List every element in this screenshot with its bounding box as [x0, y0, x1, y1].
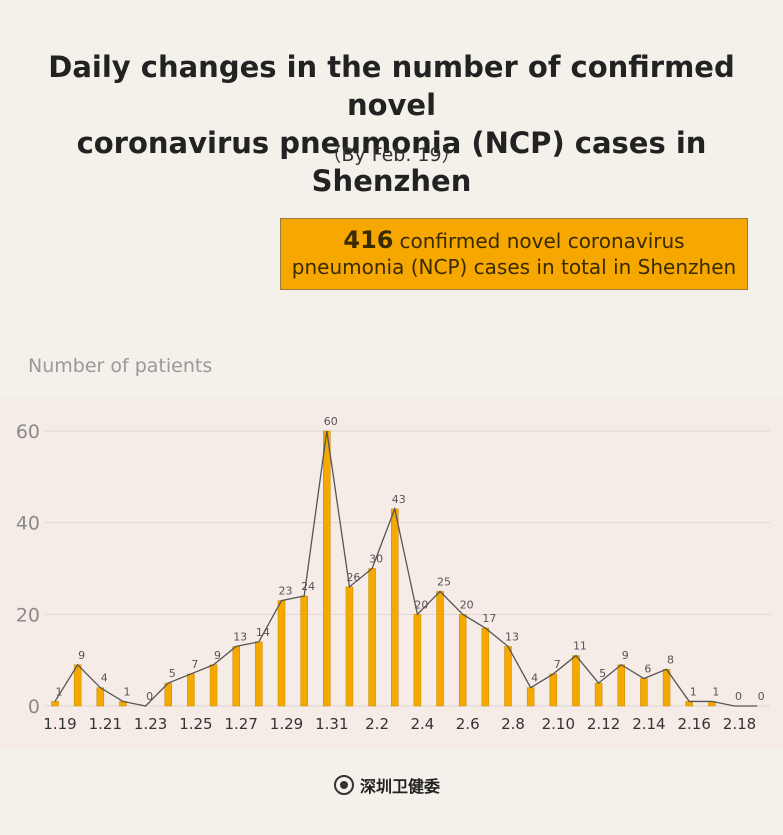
total-cases-callout: 416 confirmed novel coronavirus pneumonia… [280, 218, 748, 290]
data-label: 17 [482, 612, 496, 625]
bar [436, 591, 444, 707]
y-axis-label: Number of patients [28, 355, 213, 377]
data-label: 14 [256, 626, 270, 639]
data-label: 0 [735, 690, 742, 703]
chart-title: Daily changes in the number of confirmed… [0, 48, 783, 200]
bar [277, 600, 286, 707]
data-label: 26 [346, 571, 360, 584]
title-line-1: Daily changes in the number of confirmed… [48, 50, 735, 122]
bar [549, 673, 558, 707]
bar [572, 655, 580, 707]
x-tick-label: 2.14 [632, 715, 665, 733]
data-label: 23 [279, 585, 293, 598]
title-line-2: coronavirus pneumonia (NCP) cases in She… [76, 126, 707, 198]
bar [617, 664, 625, 707]
footer-org-name: 深圳卫健委 [360, 777, 441, 796]
data-label: 60 [324, 415, 338, 428]
data-label: 9 [214, 649, 221, 662]
trend-line [54, 430, 758, 707]
y-tick-label: 40 [16, 513, 40, 535]
bar [209, 664, 218, 707]
bar [640, 678, 648, 707]
data-label: 43 [392, 493, 406, 506]
bar [232, 646, 240, 707]
x-tick-label: 2.4 [410, 715, 434, 733]
data-label: 7 [191, 658, 198, 671]
bar [481, 627, 490, 707]
x-tick-label: 2.6 [456, 715, 480, 733]
data-label: 1 [123, 685, 130, 698]
bar [594, 682, 603, 707]
bar [685, 701, 693, 707]
x-tick-label: 1.25 [179, 715, 212, 733]
x-tick-label: 1.21 [89, 715, 122, 733]
y-tick-label: 20 [16, 604, 40, 626]
data-label: 5 [599, 667, 606, 680]
data-label: 13 [505, 630, 519, 643]
data-label: 4 [101, 672, 108, 685]
x-tick-label: 1.27 [224, 715, 257, 733]
x-tick-label: 2.16 [677, 715, 710, 733]
data-label: 11 [573, 640, 587, 653]
data-label: 0 [758, 690, 765, 703]
data-label: 8 [667, 653, 674, 666]
data-label: 1 [56, 685, 63, 698]
bar [458, 614, 467, 707]
x-tick-label: 2.18 [723, 715, 756, 733]
bar [164, 682, 172, 707]
bar [662, 669, 671, 707]
data-label: 5 [169, 667, 176, 680]
data-label: 9 [78, 649, 85, 662]
bar [368, 568, 376, 707]
data-label: 1 [712, 685, 719, 698]
total-cases-number: 416 [343, 226, 394, 254]
data-label: 9 [622, 649, 629, 662]
x-tick-label: 2.12 [587, 715, 620, 733]
data-label: 24 [301, 580, 315, 593]
data-label: 30 [369, 553, 383, 566]
data-label: 7 [554, 658, 561, 671]
health-commission-logo-icon [334, 775, 354, 795]
bar [345, 586, 354, 707]
chart-subtitle: （By Feb. 19） [322, 144, 461, 166]
data-label: 20 [414, 598, 428, 611]
callout-text-line-2: pneumonia (NCP) cases in total in Shenzh… [291, 255, 737, 279]
x-tick-label: 1.23 [134, 715, 167, 733]
bar [96, 687, 105, 707]
bar [300, 595, 308, 707]
bar [413, 614, 422, 707]
y-tick-label: 60 [16, 421, 40, 443]
data-label: 20 [460, 598, 474, 611]
data-label: 13 [233, 630, 247, 643]
data-label: 0 [146, 690, 153, 703]
bar [391, 508, 399, 707]
data-label: 4 [531, 672, 538, 685]
x-tick-label: 1.19 [43, 715, 76, 733]
data-label: 1 [690, 685, 697, 698]
bar [187, 673, 195, 707]
bar [255, 641, 263, 707]
bar [51, 701, 59, 707]
bar [323, 430, 331, 707]
bar [526, 687, 535, 707]
callout-text-line-1: confirmed novel coronavirus [399, 229, 685, 253]
footer-source: 深圳卫健委 [334, 773, 440, 797]
x-tick-label: 1.31 [315, 715, 348, 733]
y-tick-label: 0 [28, 696, 40, 718]
bar [504, 646, 512, 707]
data-label: 25 [437, 575, 451, 588]
x-tick-label: 2.10 [542, 715, 575, 733]
bar [73, 664, 82, 707]
x-tick-label: 2.2 [365, 715, 389, 733]
x-tick-label: 2.8 [501, 715, 525, 733]
data-label: 6 [644, 663, 651, 676]
x-tick-label: 1.29 [270, 715, 303, 733]
